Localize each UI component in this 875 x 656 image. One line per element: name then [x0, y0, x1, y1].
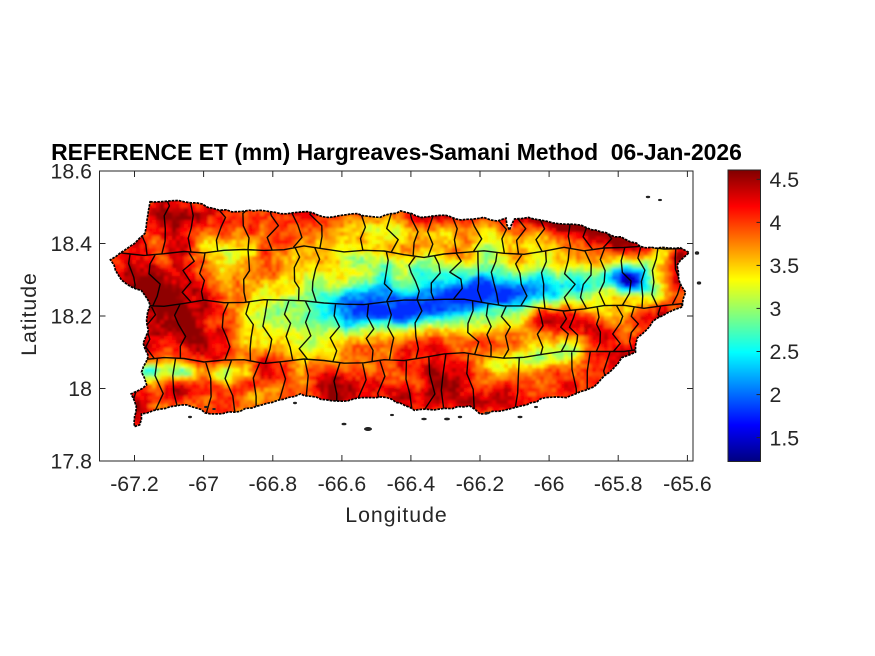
svg-text:-67.2: -67.2	[110, 472, 159, 496]
svg-text:-66: -66	[534, 472, 565, 496]
svg-text:17.8: 17.8	[51, 450, 92, 474]
svg-text:18.4: 18.4	[51, 232, 93, 256]
svg-text:REFERENCE ET (mm) Hargreaves-S: REFERENCE ET (mm) Hargreaves-Samani Meth…	[51, 139, 742, 165]
svg-text:2: 2	[770, 383, 782, 407]
svg-text:18: 18	[68, 377, 92, 401]
svg-text:-66.2: -66.2	[456, 472, 505, 496]
svg-text:Longitude: Longitude	[345, 503, 448, 527]
svg-text:Latitude: Latitude	[17, 272, 41, 356]
svg-text:18.6: 18.6	[51, 160, 92, 184]
svg-text:-66.4: -66.4	[387, 472, 436, 496]
svg-text:3.5: 3.5	[770, 254, 800, 278]
svg-text:4: 4	[770, 211, 782, 235]
svg-text:-66.6: -66.6	[318, 472, 367, 496]
svg-text:4.5: 4.5	[770, 168, 800, 192]
svg-text:2.5: 2.5	[770, 340, 800, 364]
svg-text:-65.8: -65.8	[594, 472, 643, 496]
svg-text:3: 3	[770, 297, 782, 321]
svg-text:18.2: 18.2	[51, 305, 92, 329]
svg-text:-65.6: -65.6	[663, 472, 712, 496]
svg-text:1.5: 1.5	[770, 426, 800, 450]
svg-text:-66.8: -66.8	[249, 472, 298, 496]
svg-text:-67: -67	[188, 472, 219, 496]
